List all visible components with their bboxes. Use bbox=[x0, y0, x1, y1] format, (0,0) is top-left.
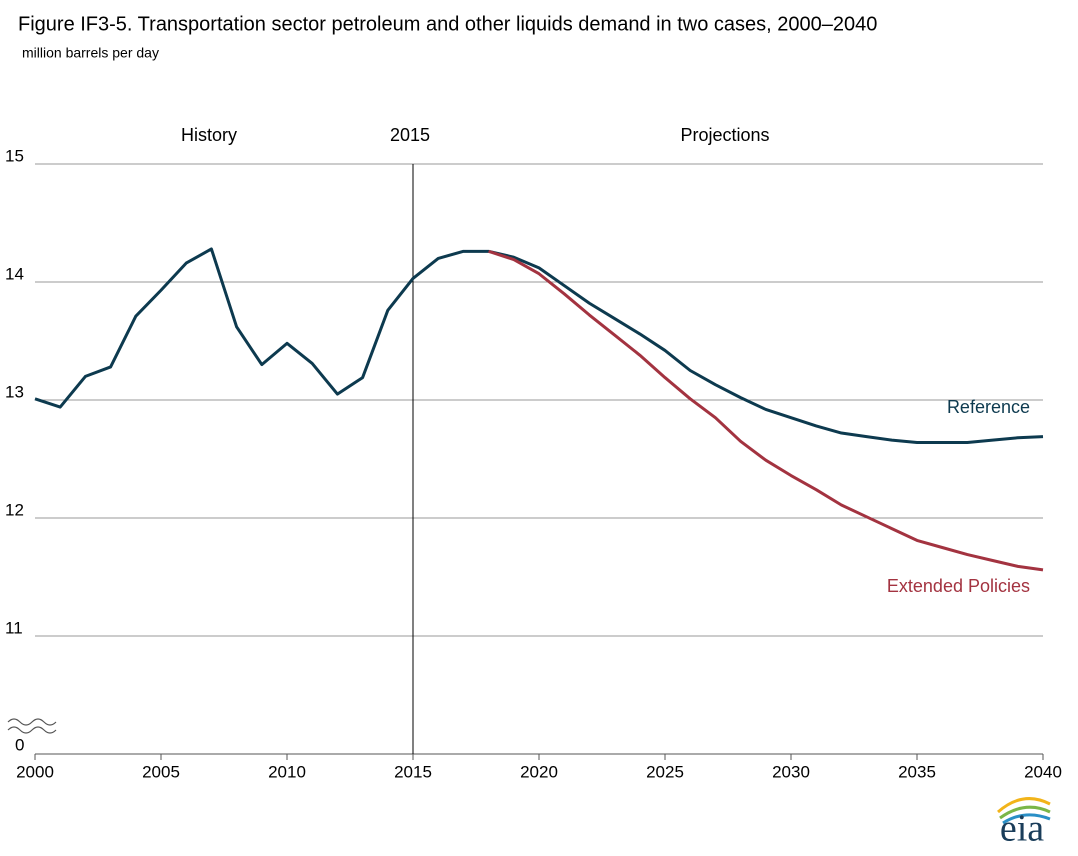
x-tick-label: 2040 bbox=[1024, 762, 1062, 781]
reference-label: 2015 bbox=[390, 125, 430, 145]
logo: eia bbox=[997, 797, 1051, 850]
chart-subtitle: million barrels per day bbox=[22, 45, 159, 61]
y-tick-label: 15 bbox=[5, 146, 24, 165]
annotation: Projections bbox=[680, 125, 769, 145]
x-tick-label: 2020 bbox=[520, 762, 558, 781]
x-tick-label: 2000 bbox=[16, 762, 54, 781]
axis-break bbox=[7, 718, 57, 734]
x-tick-label: 2030 bbox=[772, 762, 810, 781]
series-line bbox=[34, 247, 1044, 444]
annotation: History bbox=[181, 125, 237, 145]
x-tick-label: 2010 bbox=[268, 762, 306, 781]
y-tick-label: 13 bbox=[5, 382, 24, 401]
y-tick-label: 0 bbox=[15, 735, 24, 754]
x-tick-label: 2005 bbox=[142, 762, 180, 781]
series-label: Extended Policies bbox=[887, 576, 1030, 596]
x-tick-label: 2035 bbox=[898, 762, 936, 781]
series-line bbox=[488, 249, 1044, 572]
x-tick-label: 2025 bbox=[646, 762, 684, 781]
y-tick-label: 11 bbox=[5, 618, 23, 637]
series-label: Reference bbox=[947, 397, 1030, 417]
y-tick-label: 12 bbox=[5, 500, 24, 519]
logo-text: eia bbox=[1000, 808, 1044, 850]
chart-title: Figure IF3-5. Transportation sector petr… bbox=[18, 13, 877, 35]
x-tick-label: 2015 bbox=[394, 762, 432, 781]
y-tick-label: 14 bbox=[5, 264, 24, 283]
